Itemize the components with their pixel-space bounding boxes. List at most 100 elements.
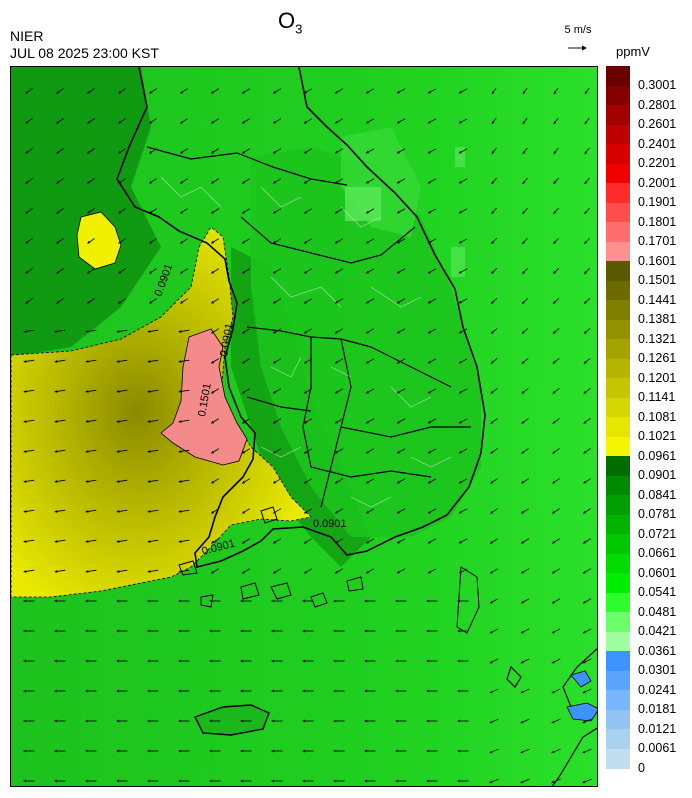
wind-arrow-head [489,720,493,724]
wind-arrow-head [458,390,462,394]
wind-arrow-head [25,180,29,184]
legend-tick-label: 0.2601 [638,117,677,131]
wind-arrow-head [178,749,182,753]
wind-arrow-head [147,539,151,543]
wind-arrow-head [304,570,308,574]
wind-arrow-head [271,629,275,633]
wind-arrow-head [87,150,91,154]
wind-arrow-head [54,659,58,663]
legend-swatch [606,534,630,554]
legend-tick-label: 0.0421 [638,624,677,638]
wind-arrow-head [552,390,556,394]
south-islands [270,566,480,634]
province-border [146,146,471,508]
wind-arrow-head [178,599,182,603]
legend-tick-label: 0.0181 [638,702,677,716]
wind-arrow-head [85,719,89,723]
wind-arrow-head [118,300,122,304]
wind-arrow-head [118,120,122,124]
wind-arrow-head [490,450,494,454]
wind-arrow-head [302,779,306,783]
wind-arrow-head [583,420,587,424]
wind-arrow-head [147,719,151,723]
legend-swatch [606,124,630,145]
wind-arrow-head [273,150,277,154]
wind-arrow-head [25,120,29,124]
wind-arrow-head [180,210,184,214]
wind-arrow-head [273,270,277,274]
wind-reference-label: 5 m/s [564,24,592,36]
wind-arrow-head [85,689,89,693]
wind-arrow-head [149,180,153,184]
wind-arrow-head [118,270,122,274]
very-high-ozone-pink-region [160,328,248,466]
wind-arrow-head [54,389,58,393]
legend-tick-label: 0.0121 [638,721,677,736]
wind-arrow-head [553,210,557,214]
legend-tick-label: 0.0901 [638,468,677,482]
wind-arrow-head [366,420,370,424]
wind-arrow-head [427,240,431,244]
wind-arrow-head [87,270,91,274]
wind-arrow-head [458,120,462,124]
wind-arrow-head [271,749,275,753]
wind-arrow-head [304,330,308,334]
wind-arrow-head [240,749,244,753]
wind-arrow-head [240,689,244,693]
wind-arrow-head [54,329,58,333]
wind-arrow-head [333,719,337,723]
wind-arrow-head [458,480,462,484]
legend-swatch [606,85,630,106]
wind-arrow-head [366,540,370,544]
wind-arrow-head [209,749,213,753]
wind-arrow-head [242,90,246,94]
wind-arrow-head [211,420,215,424]
legend-swatch [606,358,630,379]
wind-arrow-head [366,90,370,94]
wind-arrow-head [116,689,120,693]
wind-arrow-head [366,270,370,274]
wind-arrow-head [427,480,431,484]
wind-arrow-head [584,91,588,95]
wind-arrow-head [116,539,120,543]
wind-arrow-head [23,599,27,603]
wind-arrow-head [54,449,58,453]
legend-swatch [606,514,630,535]
wind-arrow-head [458,240,462,244]
wind-arrow-head [427,360,431,364]
wind-arrow-head [491,151,495,154]
wind-arrow-head [211,90,215,94]
wind-arrow-head [178,359,182,363]
wind-arrow-head [304,180,308,184]
wind-arrow-head [242,480,246,484]
wind-arrow-head [520,750,524,754]
wind-arrow-head [552,540,556,544]
wind-arrow-head [583,480,587,484]
wind-arrow-head [118,210,122,214]
wind-arrow-head [116,419,120,423]
wind-arrow-head [457,599,461,603]
legend-swatch [606,729,630,749]
wind-arrow-head [209,779,213,783]
wind-arrow-head [427,330,431,334]
wind-arrow-head [584,121,588,125]
legend-tick-label: 0.1701 [638,234,677,248]
wind-arrow-head [335,540,339,544]
wind-arrow-head [520,720,524,724]
wind-arrow-head [178,569,182,573]
wind-arrow-head [489,660,493,664]
wind-arrow-head [491,181,495,184]
wind-arrow-head [211,540,215,544]
legend-swatch [606,319,630,340]
wind-arrow-head [54,629,58,633]
wind-arrow-head [522,300,525,304]
wind-arrow-head [116,779,120,783]
wind-arrow-head [273,480,277,484]
wind-arrow-head [583,570,587,574]
legend-swatch [606,475,630,496]
wind-arrow-head [23,659,27,663]
wind-arrow-head [85,389,89,393]
wind-arrow-head [273,330,277,334]
wind-arrow-head [211,390,215,394]
wind-arrow-head [54,749,58,753]
